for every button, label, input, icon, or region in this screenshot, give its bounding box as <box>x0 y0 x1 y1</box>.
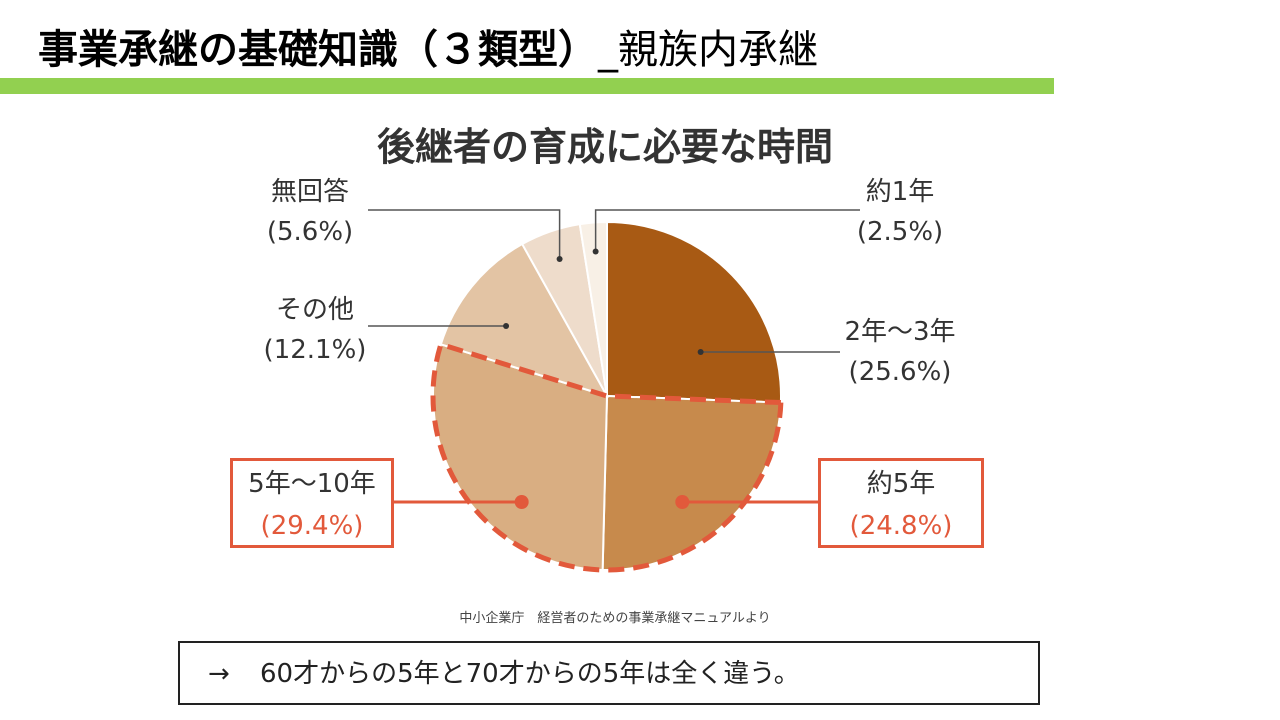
label-about-1-year-name: 約1年 <box>865 177 935 207</box>
slide-title-sub: _親族内承継 <box>598 27 818 73</box>
title-accent-bar <box>0 78 1054 94</box>
leader-no-answer <box>368 209 561 259</box>
label-no-answer-pct: (5.6%) <box>266 217 354 247</box>
slice-2-3-years <box>606 220 782 404</box>
slide-title-main: 事業承継の基礎知識（３類型） <box>38 27 598 73</box>
arrow-right-icon: → <box>208 659 230 689</box>
label-other-pct: (12.1%) <box>263 335 367 365</box>
label-5-10-years-pct: (29.4%) <box>260 511 364 541</box>
note-text: 60才からの5年と70才からの5年は全く違う。 <box>260 659 800 689</box>
leader-5-10-years-dot <box>514 495 529 509</box>
leader-2-3-years-dot <box>697 349 704 355</box>
label-5-10-years-name: 5年〜10年 <box>248 469 376 499</box>
label-2-3-years: 2年〜3年 (25.6%) <box>820 312 980 392</box>
label-about-1-year-pct: (2.5%) <box>856 217 944 247</box>
label-other: その他 (12.1%) <box>250 290 380 370</box>
label-2-3-years-name: 2年〜3年 <box>844 317 956 347</box>
slice-about-5-years <box>601 394 782 571</box>
leader-about-1-year-dot <box>592 248 599 255</box>
chart-title: 後継者の育成に必要な時間 <box>376 125 833 169</box>
label-no-answer: 無回答 (5.6%) <box>250 172 370 252</box>
leader-about-1-year <box>594 209 860 252</box>
slide-title: 事業承継の基礎知識（３類型）_親族内承継 <box>38 22 818 78</box>
note-box: → 60才からの5年と70才からの5年は全く違う。 <box>178 641 1040 705</box>
label-no-answer-name: 無回答 <box>270 177 349 207</box>
leader-no-answer-dot <box>556 255 563 262</box>
leader-other-dot <box>503 323 510 329</box>
label-about-5-years-name: 約5年 <box>866 469 936 499</box>
slice-about-1-year <box>578 220 608 397</box>
label-2-3-years-pct: (25.6%) <box>848 357 952 387</box>
label-5-10-years: 5年〜10年 (29.4%) <box>230 458 394 548</box>
label-about-5-years-pct: (24.8%) <box>849 511 953 541</box>
label-about-1-year: 約1年 (2.5%) <box>840 172 960 252</box>
leader-about-5-years-dot <box>675 495 690 509</box>
highlight-dashed-outline <box>430 341 784 573</box>
label-about-5-years: 約5年 (24.8%) <box>818 458 984 548</box>
slice-other <box>439 242 610 398</box>
label-other-name: その他 <box>275 295 354 325</box>
source-note: 中小企業庁 経営者のための事業承継マニュアルより <box>459 611 771 626</box>
